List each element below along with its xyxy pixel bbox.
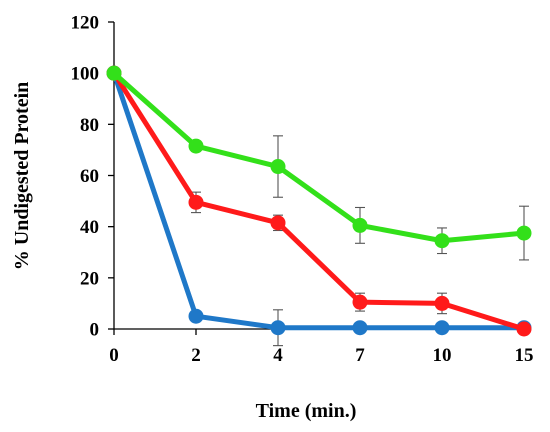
y-tick-label: 80 [80,115,99,136]
y-tick-label: 0 [90,320,100,341]
x-tick-label: 0 [109,345,119,366]
y-axis-ticks: 0 20 40 60 80 100 120 [71,13,114,341]
series-2-point [434,295,450,311]
series-line-3 [111,70,527,244]
series-3-point [516,225,532,241]
y-tick-label: 120 [71,13,100,34]
series-2-point [270,215,286,231]
y-tick-label: 40 [80,217,99,238]
series-2-point [516,321,532,337]
series-1-point [188,308,204,324]
y-tick-label: 60 [80,166,99,187]
series-2-point [188,194,204,210]
series-3-point [352,217,368,233]
series-3-point [270,159,286,175]
series-2-point [352,294,368,310]
series-line-2 [111,70,527,332]
x-axis-ticks: 0 2 4 7 10 15 [109,329,534,366]
x-tick-label: 15 [515,345,534,366]
series-1-point [352,320,368,336]
series-line-1 [111,70,527,331]
series-group [106,65,532,337]
y-axis-title: % Undigested Protein [11,82,33,271]
series-3-point [188,138,204,154]
x-axis-title: Time (min.) [256,400,357,422]
y-tick-label: 100 [71,64,100,85]
series-3-point [434,233,450,249]
series-1-point [270,320,286,336]
x-tick-label: 4 [273,345,283,366]
series-3-point [106,65,122,81]
y-tick-label: 20 [80,268,99,289]
series-1-point [434,320,450,336]
x-tick-label: 2 [191,345,201,366]
x-tick-label: 7 [355,345,365,366]
x-tick-label: 10 [433,345,452,366]
